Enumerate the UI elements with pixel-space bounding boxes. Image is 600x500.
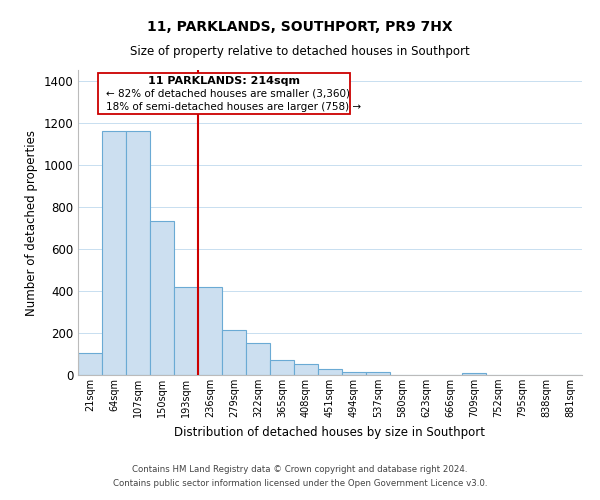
Bar (366, 372, 390, 375)
Bar (150, 222, 174, 375)
FancyBboxPatch shape (98, 73, 350, 114)
Text: 18% of semi-detached houses are larger (758) →: 18% of semi-detached houses are larger (… (106, 102, 361, 112)
Bar (342, 372, 366, 375)
Bar (102, 131, 126, 375)
Text: Contains HM Land Registry data © Crown copyright and database right 2024.
Contai: Contains HM Land Registry data © Crown c… (113, 466, 487, 487)
Bar (246, 344, 270, 375)
Bar (78, 353, 102, 375)
X-axis label: Distribution of detached houses by size in Southport: Distribution of detached houses by size … (175, 426, 485, 438)
Bar (318, 369, 342, 375)
Text: 11 PARKLANDS: 214sqm: 11 PARKLANDS: 214sqm (148, 76, 300, 86)
Bar (126, 131, 150, 375)
Y-axis label: Number of detached properties: Number of detached properties (25, 130, 38, 316)
Text: ← 82% of detached houses are smaller (3,360): ← 82% of detached houses are smaller (3,… (106, 88, 350, 99)
Bar (270, 360, 294, 375)
Bar (462, 373, 486, 375)
Bar (222, 330, 246, 375)
Text: 11, PARKLANDS, SOUTHPORT, PR9 7HX: 11, PARKLANDS, SOUTHPORT, PR9 7HX (147, 20, 453, 34)
Bar (174, 286, 198, 375)
Text: Size of property relative to detached houses in Southport: Size of property relative to detached ho… (130, 45, 470, 58)
Bar (294, 364, 318, 375)
Bar (198, 286, 222, 375)
